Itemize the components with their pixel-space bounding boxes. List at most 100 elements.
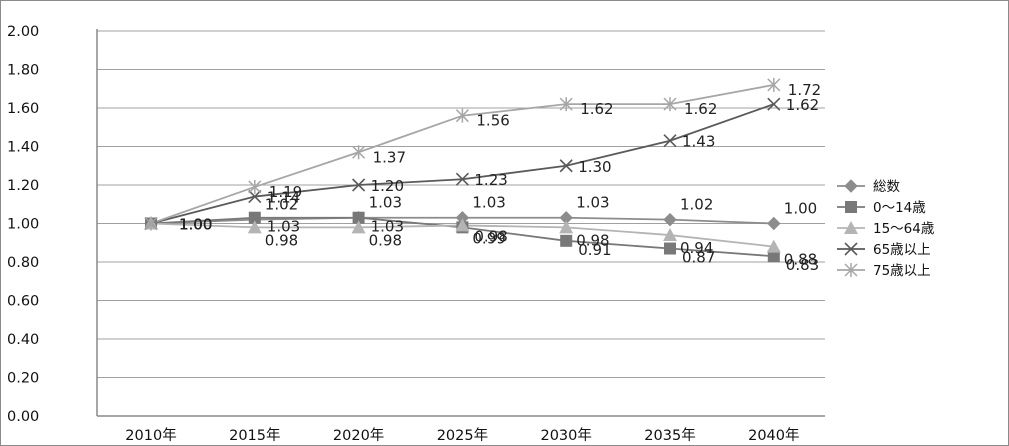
data-label: 0.94 <box>680 239 713 257</box>
x-tick-label: 2030年 <box>540 427 591 444</box>
y-tick-label: 0.00 <box>7 409 39 425</box>
data-label: 1.00 <box>179 216 212 234</box>
x-tick-label: 2015年 <box>229 427 280 444</box>
y-tick-label: 0.20 <box>7 371 39 387</box>
y-tick-label: 1.60 <box>7 101 39 117</box>
data-label: 0.98 <box>474 227 507 245</box>
marker-stroke <box>352 178 366 192</box>
y-tick-label: 1.20 <box>7 178 39 194</box>
data-point <box>767 77 781 92</box>
data-label: 1.03 <box>371 218 404 236</box>
data-label: 0.98 <box>369 231 402 249</box>
x-tick-label: 2035年 <box>644 427 695 444</box>
data-label: 1.03 <box>267 218 300 236</box>
data-point <box>455 172 469 186</box>
x-tick-label: 2020年 <box>333 427 384 444</box>
data-point <box>455 108 469 123</box>
data-label: 0.88 <box>784 251 817 269</box>
data-point <box>766 239 781 253</box>
legend-label: 総数 <box>873 179 901 195</box>
data-point <box>663 134 677 148</box>
data-label: 0.98 <box>265 231 298 249</box>
marker-stroke <box>559 159 573 173</box>
data-label: 1.02 <box>265 196 298 214</box>
data-point <box>559 159 573 173</box>
data-point <box>455 218 470 232</box>
marker-stroke <box>844 242 858 256</box>
data-label: 1.14 <box>267 189 300 207</box>
data-point <box>560 234 573 247</box>
data-point <box>351 220 366 234</box>
legend-item: 75歳以上 <box>837 263 931 279</box>
legend-label: 75歳以上 <box>873 263 931 279</box>
data-label: 1.02 <box>680 196 713 214</box>
data-label: 1.00 <box>784 200 817 218</box>
data-label: 0.98 <box>576 231 609 249</box>
data-label: 0.99 <box>472 229 505 247</box>
legend-label: 15～64歳 <box>873 221 935 237</box>
marker-stroke <box>767 97 781 111</box>
x-tick-label: 2010年 <box>125 427 176 444</box>
data-point <box>352 145 366 160</box>
y-tick-label: 0.60 <box>7 294 39 310</box>
legend-item: 65歳以上 <box>837 242 931 258</box>
legend-label: 65歳以上 <box>873 242 931 258</box>
data-label: 0.83 <box>786 256 819 274</box>
data-point <box>767 250 780 263</box>
data-point <box>352 211 365 224</box>
data-label: 1.62 <box>786 96 819 114</box>
data-point <box>559 220 574 234</box>
series-markers <box>144 77 781 263</box>
data-label: 0.87 <box>682 249 715 267</box>
y-tick-label: 1.40 <box>7 140 39 156</box>
data-point <box>663 228 677 242</box>
y-tick-label: 1.00 <box>7 217 39 233</box>
data-label: 1.30 <box>578 158 611 176</box>
data-label: 1.72 <box>788 81 821 99</box>
data-label: 1.37 <box>373 148 406 166</box>
data-point <box>767 216 781 231</box>
x-tick-label: 2025年 <box>437 427 488 444</box>
data-point <box>248 211 261 224</box>
data-labels: 1.001.02 1.03 1.03 1.03 1.02 1.001.00 1.03 1.03… <box>179 81 821 274</box>
data-label: 1.62 <box>580 100 613 118</box>
legend-marker <box>844 242 858 256</box>
marker-stroke <box>663 134 677 148</box>
legend-marker <box>845 201 857 213</box>
data-label: 0.91 <box>578 241 611 259</box>
legend: 総数 0～14歳 15～64歳 65歳以上 75歳以上 <box>837 179 935 279</box>
legend-item: 総数 <box>837 179 901 195</box>
legend-marker <box>844 221 858 234</box>
data-point <box>248 189 262 204</box>
data-label: 1.00 <box>179 216 212 234</box>
data-label: 1.43 <box>682 133 715 151</box>
data-point <box>664 242 676 255</box>
y-tick-label: 1.80 <box>7 63 39 79</box>
data-label: 1.23 <box>474 171 507 189</box>
data-point <box>144 216 158 231</box>
data-point <box>663 212 677 227</box>
data-label: 1.00 <box>179 216 212 234</box>
legend-item: 15～64歳 <box>837 221 935 237</box>
data-label: 1.03 <box>576 194 609 212</box>
data-point <box>663 97 677 112</box>
legend-marker <box>844 179 858 193</box>
data-point <box>767 97 781 111</box>
marker-stroke <box>455 172 469 186</box>
y-tick-label: 2.00 <box>7 24 39 40</box>
y-tick-label: 0.40 <box>7 332 39 348</box>
legend-marker <box>844 263 858 277</box>
x-tick-label: 2040年 <box>748 427 799 444</box>
data-point <box>352 178 366 192</box>
data-label: 1.03 <box>472 194 505 212</box>
legend-item: 0～14歳 <box>837 200 926 216</box>
x-tick-labels: 2010年 2015年 2020年 2025年 2030年 2035年 2040年 <box>125 427 799 444</box>
data-point <box>559 97 573 112</box>
data-label: 1.20 <box>371 177 404 195</box>
data-label: 1.56 <box>476 112 509 130</box>
data-label: 1.00 <box>179 216 212 234</box>
data-label: 1.00 <box>179 216 212 234</box>
data-label: 1.62 <box>684 100 717 118</box>
